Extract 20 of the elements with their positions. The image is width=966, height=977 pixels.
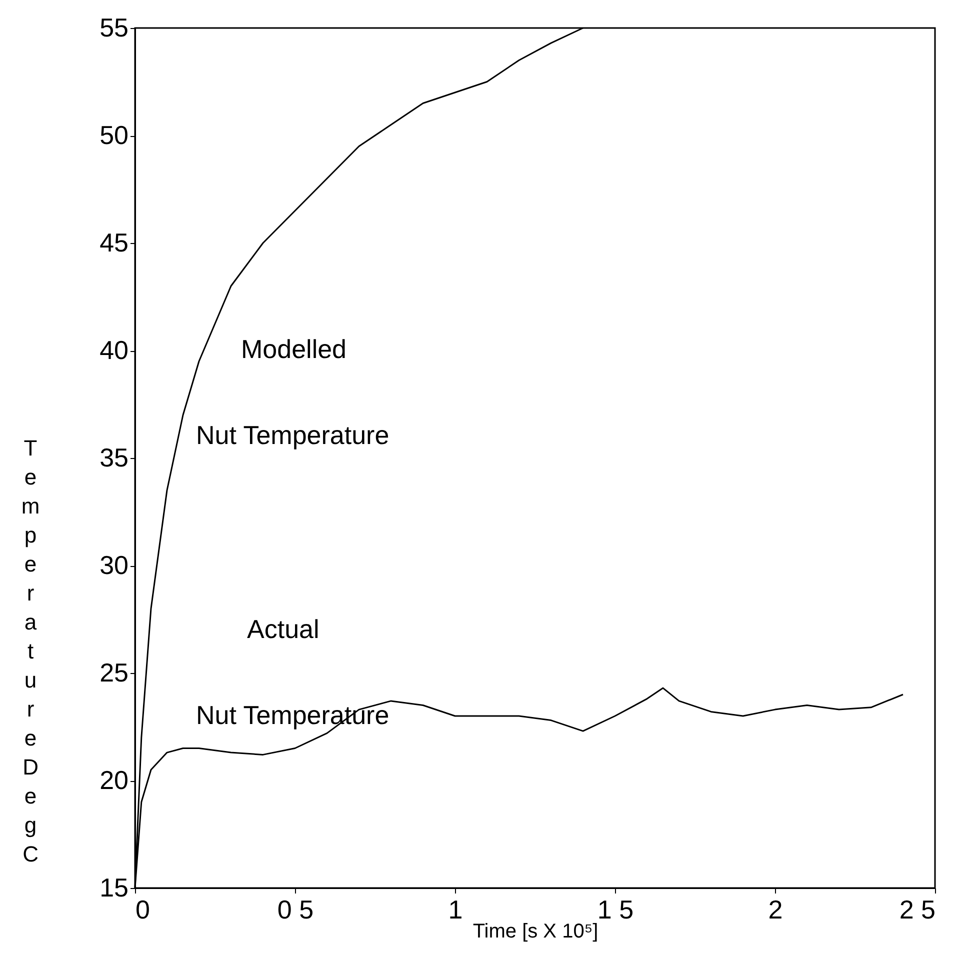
y-tick-label: 50 xyxy=(100,120,128,150)
x-tick-label: 0 xyxy=(136,894,150,924)
annotation: Nut Temperature xyxy=(196,420,390,450)
y-tick-label: 55 xyxy=(100,12,128,42)
x-tick-label: 0 5 xyxy=(277,894,314,924)
y-tick-label: 30 xyxy=(100,550,128,580)
x-tick-label: 2 5 xyxy=(899,894,936,924)
x-tick-label: 1 5 xyxy=(597,894,634,924)
y-tick-label: 35 xyxy=(100,442,128,472)
annotation: Modelled xyxy=(241,334,347,364)
y-tick-label: 45 xyxy=(100,228,128,258)
y-tick-label: 15 xyxy=(100,872,128,902)
x-axis-title: Time [s X 10⁵] xyxy=(472,920,598,942)
y-tick-label: 40 xyxy=(100,335,128,365)
y-tick-label: 25 xyxy=(100,658,128,688)
x-tick-label: 2 xyxy=(768,894,783,924)
y-tick-label: 20 xyxy=(100,765,128,795)
x-tick-label: 1 xyxy=(448,894,463,924)
annotation: Actual xyxy=(247,614,320,644)
text: Temperature Deg C xyxy=(21,436,40,866)
